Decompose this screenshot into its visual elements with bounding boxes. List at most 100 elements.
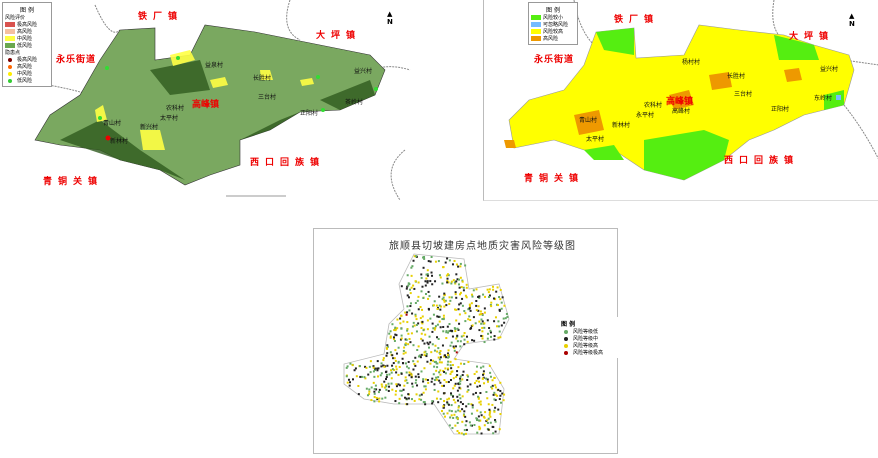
hazard-point xyxy=(497,304,500,307)
hazard-point xyxy=(492,288,495,291)
left-legend: 图 例 风险评价 极高风险 高风险 中风险 低风险 隐患点 极高风险 高风险 中… xyxy=(2,2,52,87)
legend-item: 极高风险 xyxy=(5,56,49,63)
hazard-point xyxy=(422,297,425,300)
hazard-point xyxy=(441,298,444,301)
hazard-point xyxy=(461,403,464,406)
hazard-point xyxy=(410,286,413,289)
hazard-point xyxy=(431,377,434,380)
hazard-point xyxy=(399,389,402,392)
hazard-point xyxy=(461,304,464,307)
hazard-point xyxy=(444,261,447,264)
hazard-point xyxy=(424,388,427,391)
hazard-point xyxy=(459,276,462,279)
hazard-point xyxy=(406,294,409,297)
hazard-point xyxy=(368,388,371,391)
hazard-point xyxy=(485,390,488,393)
hazard-point xyxy=(432,313,435,316)
hazard-point xyxy=(437,315,440,318)
hazard-point xyxy=(496,325,499,328)
hazard-point xyxy=(454,382,457,385)
hazard-point xyxy=(462,289,465,292)
hazard-point xyxy=(489,335,492,338)
hazard-point xyxy=(373,400,376,403)
hazard-point xyxy=(417,308,420,311)
town-label: 永乐街道 xyxy=(56,55,97,65)
hazard-point xyxy=(498,309,501,312)
hazard-point xyxy=(475,379,478,382)
hazard-point xyxy=(453,327,456,330)
hazard-point xyxy=(477,415,480,418)
village-label: 杨村村 xyxy=(682,59,701,66)
hazard-point xyxy=(499,336,502,339)
legend-title: 图 例 xyxy=(546,7,560,14)
hazard-point xyxy=(400,337,403,340)
hazard-point xyxy=(345,366,348,369)
hazard-point xyxy=(459,291,462,294)
hazard-point xyxy=(478,376,481,379)
hazard-point xyxy=(420,332,423,335)
hazard-point xyxy=(427,290,430,293)
hazard-point xyxy=(411,312,414,315)
hazard-point xyxy=(420,353,423,356)
hazard-point xyxy=(420,290,423,293)
hazard-point xyxy=(394,329,397,332)
hazard-point xyxy=(434,260,437,263)
hazard-point xyxy=(438,351,441,354)
hazard-point xyxy=(468,307,471,310)
hazard-point xyxy=(477,397,480,400)
hazard-point xyxy=(438,304,441,307)
hazard-point xyxy=(454,330,457,333)
hazard-point xyxy=(433,300,436,303)
hazard-point xyxy=(422,256,425,259)
hazard-point xyxy=(443,292,446,295)
hazard-point xyxy=(457,406,460,409)
bottom-legend: 图 例 风险等级低 风险等级中 风险等级高 风险等级极高 xyxy=(559,317,618,358)
hazard-point xyxy=(466,378,469,381)
hazard-point xyxy=(424,333,427,336)
hazard-point xyxy=(453,384,456,387)
hazard-point xyxy=(412,344,415,347)
hazard-point xyxy=(433,328,436,331)
hazard-point xyxy=(386,344,389,347)
hazard-point xyxy=(407,367,410,370)
hazard-point xyxy=(489,375,492,378)
hazard-point xyxy=(370,399,373,402)
hazard-point xyxy=(429,362,432,365)
village-label: 青山村 xyxy=(103,120,122,127)
hazard-point xyxy=(453,281,456,284)
hazard-point xyxy=(448,323,451,326)
hazard-point xyxy=(400,389,403,392)
hazard-point xyxy=(437,337,440,340)
hazard-point xyxy=(481,314,484,317)
hazard-point xyxy=(464,415,467,418)
hazard-point xyxy=(460,432,463,435)
hazard-point xyxy=(436,336,439,339)
hazard-point xyxy=(412,284,415,287)
hazard-point xyxy=(441,318,444,321)
hazard-point xyxy=(498,428,501,431)
hazard-point xyxy=(458,431,461,434)
hazard-point xyxy=(425,277,428,280)
hazard-point xyxy=(436,350,439,353)
hazard-point xyxy=(378,400,381,403)
hazard-point xyxy=(463,338,466,341)
hazard-point xyxy=(457,405,460,408)
hazard-point xyxy=(455,308,458,311)
hazard-point xyxy=(462,286,465,289)
hazard-point xyxy=(395,334,398,337)
hazard-point xyxy=(436,378,439,381)
hazard-point xyxy=(443,379,446,382)
hazard-point xyxy=(487,291,490,294)
hazard-point xyxy=(393,339,396,342)
hazard-point xyxy=(480,414,483,417)
center-town-label: 高峰镇 xyxy=(192,100,220,110)
hazard-point xyxy=(424,284,427,287)
hazard-point xyxy=(479,400,482,403)
hazard-point xyxy=(452,377,455,380)
hazard-point xyxy=(380,365,383,368)
village-label: 新林村 xyxy=(612,122,631,129)
hazard-point xyxy=(475,309,478,312)
hazard-point xyxy=(446,401,449,404)
hazard-point xyxy=(361,375,364,378)
hazard-point xyxy=(445,356,448,359)
